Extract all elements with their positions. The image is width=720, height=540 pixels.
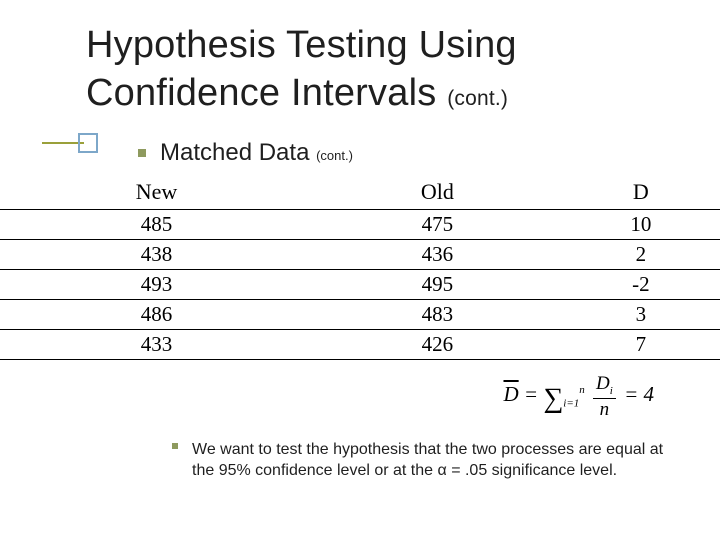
fraction: Di n bbox=[593, 374, 616, 419]
cell: 2 bbox=[562, 240, 720, 270]
equals: = bbox=[524, 382, 538, 406]
num-sub: i bbox=[610, 385, 613, 397]
col-header: New bbox=[0, 177, 313, 210]
cell: 433 bbox=[0, 330, 313, 360]
subhead-cont: (cont.) bbox=[316, 148, 353, 163]
cell: 493 bbox=[0, 270, 313, 300]
title-ornament bbox=[42, 131, 100, 155]
data-table-wrap: New Old D 485 475 10 438 436 2 493 495 -… bbox=[0, 177, 720, 360]
formula-lhs: D bbox=[503, 382, 518, 406]
num-var: D bbox=[596, 373, 610, 394]
title-cont: (cont.) bbox=[447, 87, 508, 110]
cell: 438 bbox=[0, 240, 313, 270]
body-text: We want to test the hypothesis that the … bbox=[192, 439, 680, 482]
formula: D = ∑i=1n Di n = 4 bbox=[0, 360, 720, 419]
subhead-row: Matched Data (cont.) bbox=[138, 139, 720, 167]
cell: 486 bbox=[0, 300, 313, 330]
cell: 436 bbox=[313, 240, 562, 270]
cell: 3 bbox=[562, 300, 720, 330]
cell: 7 bbox=[562, 330, 720, 360]
subhead-text: Matched Data bbox=[160, 139, 309, 166]
data-table: New Old D 485 475 10 438 436 2 493 495 -… bbox=[0, 177, 720, 360]
table-row: 493 495 -2 bbox=[0, 270, 720, 300]
cell: 495 bbox=[313, 270, 562, 300]
subhead: Matched Data (cont.) bbox=[160, 139, 353, 167]
bullet-icon bbox=[138, 149, 146, 157]
numerator: Di bbox=[593, 374, 616, 399]
col-header: Old bbox=[313, 177, 562, 210]
body-row: We want to test the hypothesis that the … bbox=[172, 439, 680, 482]
table-header-row: New Old D bbox=[0, 177, 720, 210]
sum-upper: n bbox=[579, 384, 585, 396]
table-row: 438 436 2 bbox=[0, 240, 720, 270]
cell: 475 bbox=[313, 210, 562, 240]
bullet-icon bbox=[172, 443, 178, 449]
sum-lower: i=1 bbox=[563, 397, 579, 409]
sigma-icon: ∑ bbox=[543, 383, 563, 414]
equals: = bbox=[624, 382, 638, 406]
denominator: n bbox=[593, 399, 616, 419]
table-row: 433 426 7 bbox=[0, 330, 720, 360]
cell: 10 bbox=[562, 210, 720, 240]
table-row: 486 483 3 bbox=[0, 300, 720, 330]
cell: 483 bbox=[313, 300, 562, 330]
slide-title: Hypothesis Testing Using Confidence Inte… bbox=[86, 22, 720, 117]
formula-result: 4 bbox=[644, 382, 655, 406]
cell: -2 bbox=[562, 270, 720, 300]
cell: 426 bbox=[313, 330, 562, 360]
table-row: 485 475 10 bbox=[0, 210, 720, 240]
col-header: D bbox=[562, 177, 720, 210]
cell: 485 bbox=[0, 210, 313, 240]
